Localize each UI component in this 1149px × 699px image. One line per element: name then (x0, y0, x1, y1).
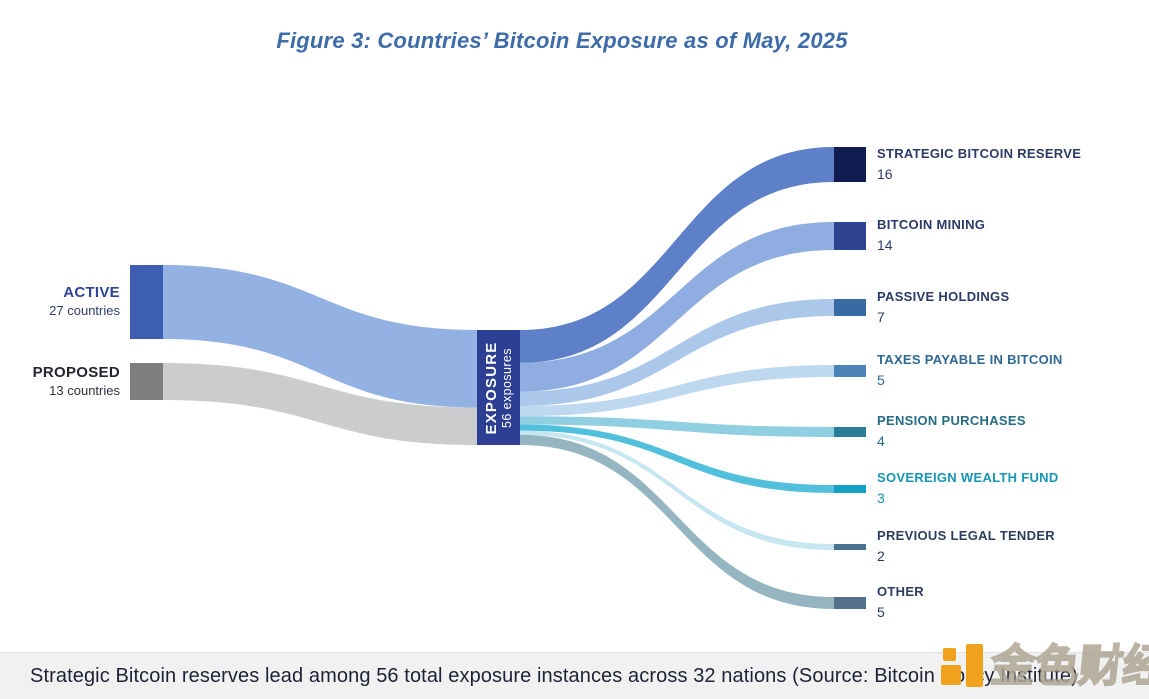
node-strategic-bitcoin-reserve (834, 147, 866, 182)
watermark-text: 金色财经 (987, 641, 1149, 692)
node-exposure (477, 330, 520, 445)
node-pension-purchases (834, 427, 866, 437)
flow-exposure-to-strategic-bitcoin-reserve (520, 147, 834, 363)
figure-title: Figure 3: Countries’ Bitcoin Exposure as… (276, 28, 848, 53)
flow-exposure-to-bitcoin-mining (520, 222, 834, 392)
flow-active-to-exposure (163, 265, 477, 408)
node-sovereign-wealth-fund (834, 485, 866, 493)
node-proposed (130, 363, 163, 400)
flow-exposure-to-sovereign-wealth-fund (520, 424, 834, 493)
sankey-diagram (130, 147, 866, 609)
node-taxes-payable-in-bitcoin (834, 365, 866, 377)
jinse-finance-logo-icon (941, 644, 985, 688)
node-bitcoin-mining (834, 222, 866, 250)
flow-exposure-to-pension-purchases (520, 416, 834, 437)
logo-block-column (966, 644, 983, 687)
flow-exposure-to-passive-holdings (520, 299, 834, 406)
flow-exposure-to-previous-legal-tender (520, 430, 834, 550)
node-active (130, 265, 163, 339)
node-previous-legal-tender (834, 544, 866, 550)
caption-text: Strategic Bitcoin reserves lead among 56… (30, 664, 1078, 687)
flow-proposed-to-exposure (163, 363, 477, 445)
node-other (834, 597, 866, 609)
logo-block-small (943, 648, 956, 661)
node-passive-holdings (834, 299, 866, 316)
flow-exposure-to-other (520, 434, 834, 609)
watermark: 金色财经 (941, 641, 1149, 696)
flow-exposure-to-taxes-payable-in-bitcoin (520, 365, 834, 417)
logo-block-medium (941, 665, 961, 685)
